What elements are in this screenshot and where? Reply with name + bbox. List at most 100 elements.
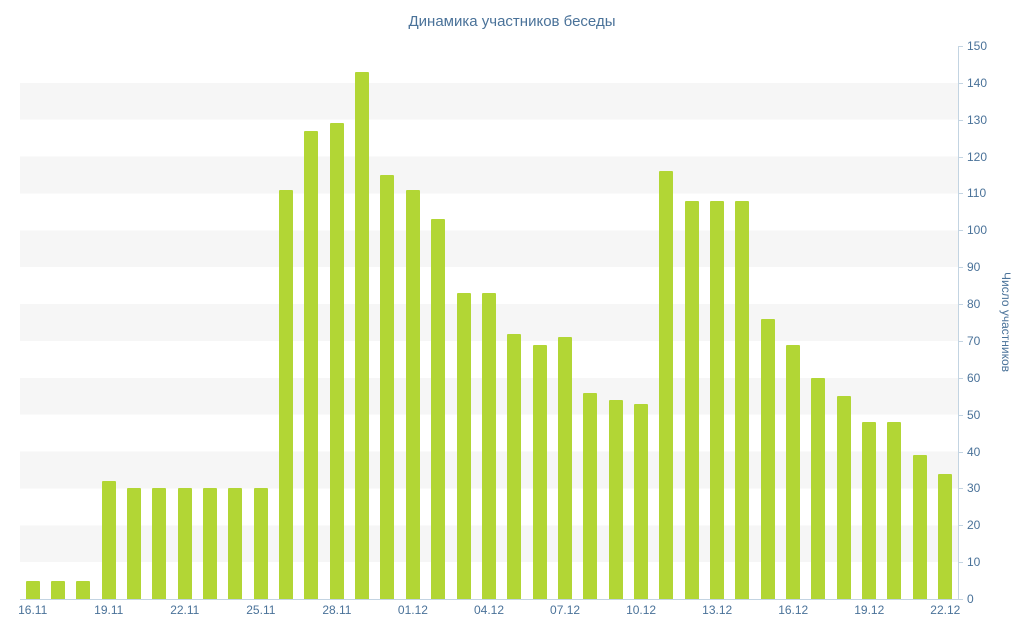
y-tick-label: 30 — [967, 481, 981, 496]
bar-21.11[interactable] — [152, 488, 167, 599]
bar-16.11[interactable] — [25, 580, 40, 599]
y-tick-label: 80 — [967, 297, 981, 312]
x-tick-label: 22.11 — [170, 603, 200, 617]
bar-28.11[interactable] — [329, 123, 344, 599]
bar-27.11[interactable] — [304, 130, 319, 599]
y-tick-mark — [958, 82, 963, 84]
y-tick-mark — [958, 119, 963, 121]
bar-17.11[interactable] — [51, 580, 66, 599]
bar-slot — [502, 46, 527, 599]
bar-06.12[interactable] — [532, 344, 547, 599]
x-axis-line — [20, 599, 959, 600]
y-tick-label: 130 — [967, 112, 988, 127]
y-tick-label: 50 — [967, 407, 981, 422]
y-tick-mark — [958, 156, 963, 158]
bar-04.12[interactable] — [481, 293, 496, 599]
bar-13.12[interactable] — [709, 200, 724, 599]
bar-25.11[interactable] — [253, 488, 268, 599]
x-tick-label: 04.12 — [473, 603, 505, 617]
bar-05.12[interactable] — [507, 333, 522, 599]
bar-slot — [121, 46, 146, 599]
bar-18.12[interactable] — [836, 396, 851, 599]
y-tick-mark — [958, 377, 963, 379]
bar-30.11[interactable] — [380, 175, 395, 599]
y-axis: 0 10 20 30 40 50 60 70 80 90 100 110 120 130 140 150 — [958, 39, 1018, 606]
y-tick-mark — [958, 193, 963, 195]
bar-07.12[interactable] — [557, 337, 572, 599]
x-tick-label: 16.12 — [778, 603, 809, 617]
y-tick-label: 40 — [967, 444, 981, 459]
bar-slot — [147, 46, 172, 599]
bar-slot — [426, 46, 451, 599]
bar-03.12[interactable] — [456, 293, 471, 599]
bar-slot — [375, 46, 400, 599]
chart-title: Динамика участников беседы — [408, 13, 616, 30]
bar-14.12[interactable] — [735, 200, 750, 599]
bar-slot — [806, 46, 831, 599]
bar-slot — [476, 46, 501, 599]
y-tick-label: 110 — [967, 186, 987, 201]
bar-11.12[interactable] — [659, 171, 674, 599]
bar-slot — [248, 46, 273, 599]
bar-slot — [679, 46, 704, 599]
bar-19.12[interactable] — [862, 422, 877, 599]
bar-22.11[interactable] — [177, 488, 192, 599]
bar-slot — [172, 46, 197, 599]
y-tick-label: 0 — [967, 592, 974, 606]
bar-slot — [654, 46, 679, 599]
bar-20.11[interactable] — [127, 488, 142, 599]
y-axis-line — [958, 46, 959, 600]
x-tick-label: 19.11 — [94, 603, 124, 617]
y-tick-mark — [958, 525, 963, 527]
x-tick-label: 01.12 — [397, 603, 428, 617]
y-tick-mark — [958, 599, 963, 600]
bar-slot — [755, 46, 780, 599]
x-tick-label: 16.11 — [18, 603, 48, 617]
bar-24.11[interactable] — [228, 488, 243, 599]
bar-18.11[interactable] — [76, 580, 91, 599]
y-tick-label: 90 — [967, 260, 981, 275]
x-axis: 16.11 19.11 22.11 25.11 28.11 01.12 04.12 07.12… — [18, 603, 960, 621]
bar-26.11[interactable] — [279, 189, 294, 599]
bar-slot — [730, 46, 755, 599]
bar-09.12[interactable] — [608, 399, 623, 599]
bar-19.11[interactable] — [101, 481, 116, 599]
bar-slot — [20, 46, 45, 599]
bar-slot — [831, 46, 856, 599]
bar-slot — [552, 46, 577, 599]
bar-slot — [603, 46, 628, 599]
bar-slot — [451, 46, 476, 599]
bar-22.12[interactable] — [938, 473, 953, 599]
bar-29.11[interactable] — [355, 71, 370, 599]
y-tick-mark — [958, 340, 963, 342]
y-tick-label: 150 — [967, 39, 988, 53]
bar-slot — [197, 46, 222, 599]
x-tick-label: 19.12 — [854, 603, 885, 617]
bar-16.12[interactable] — [785, 344, 800, 599]
bar-slot — [704, 46, 729, 599]
bar-17.12[interactable] — [811, 377, 826, 599]
bar-slot — [882, 46, 907, 599]
bar-15.12[interactable] — [760, 318, 775, 599]
bar-23.11[interactable] — [203, 488, 218, 599]
y-tick-mark — [958, 267, 963, 269]
bar-20.12[interactable] — [887, 422, 902, 599]
y-tick-label: 70 — [967, 333, 981, 348]
y-tick-mark — [958, 451, 963, 453]
bar-12.12[interactable] — [684, 200, 699, 599]
bar-08.12[interactable] — [583, 392, 598, 599]
y-tick-label: 10 — [967, 555, 981, 570]
x-tick-label: 28.11 — [322, 603, 352, 617]
plot-area — [20, 46, 958, 599]
bar-21.12[interactable] — [912, 455, 927, 599]
bar-02.12[interactable] — [431, 219, 446, 599]
y-tick-mark — [958, 230, 963, 232]
bar-01.12[interactable] — [405, 189, 420, 599]
bar-slot — [780, 46, 805, 599]
bar-slot — [628, 46, 653, 599]
bar-10.12[interactable] — [633, 403, 648, 599]
y-tick-mark — [958, 414, 963, 416]
y-tick-mark — [958, 488, 963, 490]
y-tick-mark — [958, 304, 963, 306]
